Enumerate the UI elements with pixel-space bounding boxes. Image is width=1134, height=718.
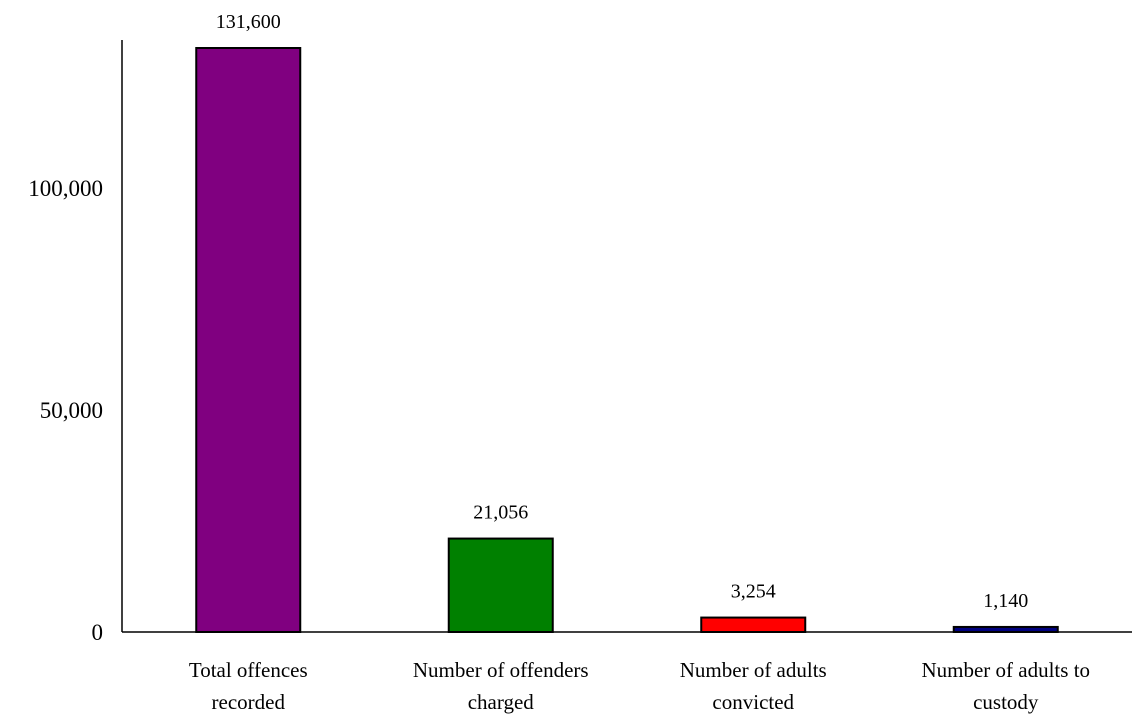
bar [447, 537, 554, 633]
bar [195, 47, 302, 633]
data-label: 1,140 [983, 590, 1028, 612]
category-label: recorded [212, 690, 286, 714]
data-label: 21,056 [473, 502, 528, 524]
bars [195, 47, 1059, 634]
y-tick-label: 0 [92, 620, 104, 645]
category-label: Number of offenders [413, 658, 589, 682]
category-label: convicted [712, 690, 794, 714]
bar [952, 625, 1059, 634]
y-tick-label: 50,000 [40, 398, 103, 423]
data-label: 3,254 [731, 581, 776, 603]
category-label: custody [973, 690, 1039, 714]
bar [700, 616, 807, 633]
category-label: charged [468, 690, 535, 714]
data-labels: 131,600 21,056 3,254 1,140 [216, 11, 1029, 612]
y-axis-ticks: 0 50,000 100,000 [28, 176, 103, 645]
category-label: Number of adults [680, 658, 827, 682]
category-labels: Total offences recorded Number of offender… [189, 658, 1090, 714]
category-label: Number of adults to [921, 658, 1090, 682]
category-label: Total offences [189, 658, 308, 682]
y-tick-label: 100,000 [28, 176, 103, 201]
data-label: 131,600 [216, 11, 281, 33]
